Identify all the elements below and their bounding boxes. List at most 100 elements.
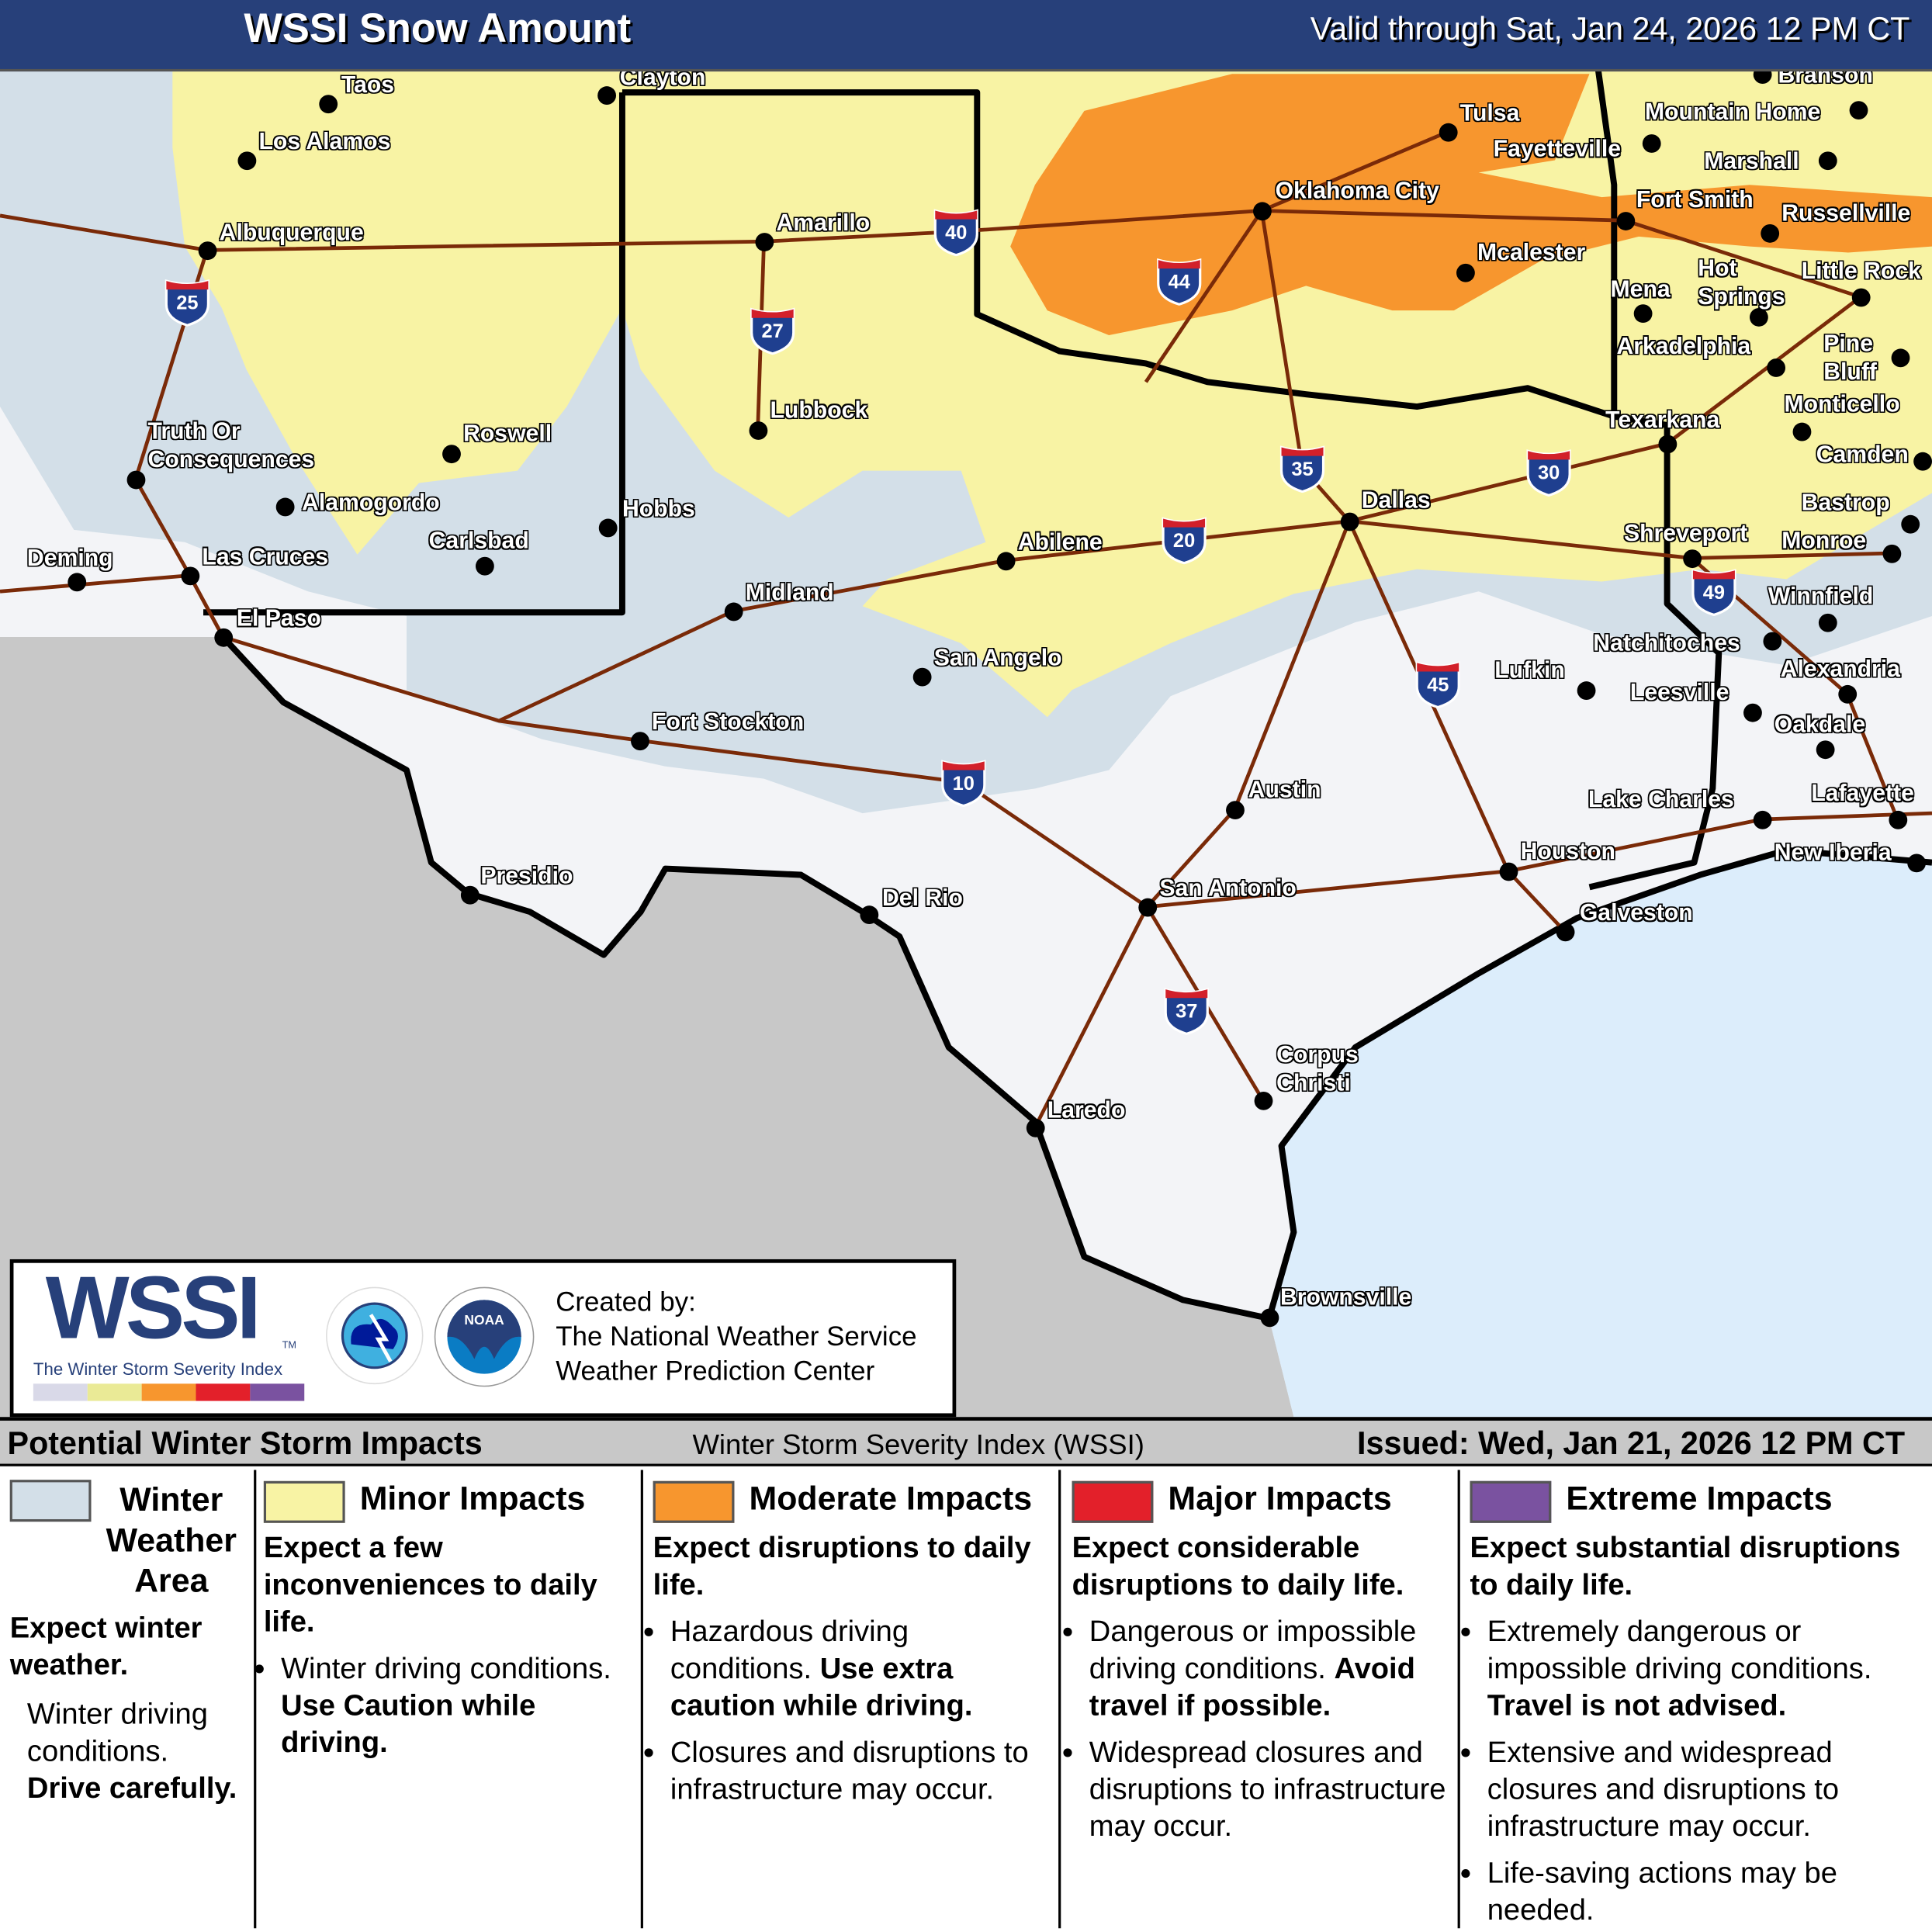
city-dot — [1658, 435, 1678, 454]
city-label: Los Alamos — [258, 129, 391, 156]
city-label: Mcalester — [1477, 240, 1586, 267]
city-label: New Iberia — [1774, 840, 1892, 867]
valid-time: Valid through Sat, Jan 24, 2026 12 PM CT — [1310, 9, 1910, 47]
city-label: Mena — [1610, 277, 1671, 303]
city-label: Albuquerque — [219, 220, 364, 247]
city-dot — [1889, 810, 1908, 829]
city-dot — [1851, 288, 1871, 307]
city-dot — [126, 470, 146, 490]
interstate-shield-icon: 27 — [748, 306, 798, 355]
city-dot — [1818, 151, 1837, 171]
interstate-shield-icon: 40 — [932, 207, 982, 257]
city-dot — [214, 628, 234, 647]
city-label: Camden — [1816, 442, 1909, 469]
state-borders — [203, 68, 1932, 1322]
map-title: WSSI Snow Amount — [244, 5, 632, 51]
city-dot — [1882, 544, 1902, 563]
moderate-impacts-area — [1010, 74, 1932, 335]
city-label: Taos — [341, 72, 395, 99]
city-label: Roswell — [463, 421, 552, 448]
wssi-logo: WSSI — [45, 1259, 261, 1358]
legend-minor: Minor Impacts Expect a few inconvenience… — [263, 1467, 636, 1932]
city-dot — [755, 233, 774, 251]
city-dot — [1749, 308, 1768, 327]
city-dot — [1226, 801, 1245, 820]
city-label: Lafayette — [1811, 781, 1914, 808]
interstate-shield-icon: 37 — [1162, 985, 1211, 1035]
legend-major: Major Impacts Expect considerable disrup… — [1072, 1467, 1456, 1932]
major-swatch — [1072, 1480, 1154, 1523]
city-label: San Antonio — [1159, 876, 1297, 902]
moderate-swatch — [653, 1480, 735, 1523]
legend-extreme: Extreme Impacts Expect substantial disru… — [1470, 1467, 1926, 1932]
city-dot — [1818, 613, 1837, 632]
city-dot — [1763, 632, 1782, 651]
city-label: Carlsbad — [428, 528, 529, 555]
city-dot — [1849, 101, 1868, 120]
city-dot — [996, 552, 1016, 571]
city-label: Amarillo — [776, 210, 871, 237]
legend-index-name: Winter Storm Severity Index (WSSI) — [692, 1428, 1144, 1460]
city-label: Laredo — [1047, 1097, 1126, 1124]
city-label: Abilene — [1017, 529, 1103, 556]
extreme-swatch — [1470, 1480, 1552, 1523]
city-label: Winnfield — [1768, 583, 1874, 611]
credit-text: Created by: The National Weather Service… — [556, 1286, 917, 1387]
title-bar: WSSI Snow Amount Valid through Sat, Jan … — [0, 0, 1932, 72]
impacts-legend: Potential Winter Storm Impacts Winter St… — [0, 1417, 1932, 1932]
legend-winter-weather: Winter Weather Area Expect winter weathe… — [9, 1480, 237, 1806]
city-dot — [275, 497, 295, 517]
city-label: Truth Or Consequences — [147, 418, 315, 473]
legend-moderate: Moderate Impacts Expect disruptions to d… — [653, 1467, 1055, 1932]
city-label: Shreveport — [1623, 521, 1748, 548]
city-dot — [181, 566, 200, 586]
interstate-shield-icon: 20 — [1159, 515, 1209, 565]
city-dot — [1616, 212, 1636, 230]
city-label: Las Cruces — [202, 544, 329, 571]
city-dot — [1138, 898, 1158, 917]
city-dot — [724, 602, 743, 621]
interstate-shield-icon: 44 — [1155, 256, 1204, 306]
city-label: Mountain Home — [1644, 99, 1821, 126]
winter-weather-swatch — [9, 1480, 92, 1522]
minor-swatch — [263, 1480, 345, 1523]
city-dot — [1439, 123, 1458, 142]
city-label: Houston — [1520, 839, 1615, 865]
city-dot — [1838, 684, 1858, 704]
city-label: Monroe — [1781, 528, 1867, 555]
city-dot — [1260, 1308, 1279, 1328]
city-dot — [597, 86, 617, 105]
city-label: Del Rio — [882, 885, 963, 912]
interstate-shield-icon: 30 — [1524, 447, 1574, 497]
city-dot — [460, 885, 480, 905]
interstate-shield-icon: 35 — [1278, 444, 1328, 493]
city-dot — [1253, 202, 1272, 221]
city-label: Oklahoma City — [1275, 178, 1439, 205]
city-dot — [1633, 304, 1653, 324]
city-label: Little Rock — [1801, 258, 1921, 285]
city-label: Texarkana — [1605, 407, 1720, 434]
city-dot — [1683, 549, 1702, 569]
city-dot — [1556, 923, 1575, 942]
city-label: Natchitoches — [1593, 631, 1740, 657]
city-label: Presidio — [480, 864, 573, 890]
city-label: Monticello — [1784, 391, 1900, 418]
city-label: Midland — [745, 580, 834, 607]
mexico — [0, 637, 1294, 1418]
city-label: Lufkin — [1494, 657, 1565, 684]
interstate-shield-icon: 10 — [939, 758, 989, 808]
city-label: Oakdale — [1774, 712, 1866, 739]
city-dot — [1907, 853, 1927, 873]
city-dot — [1767, 358, 1786, 377]
city-dot — [749, 421, 768, 440]
city-label: Austin — [1248, 777, 1321, 804]
noaa-logo-icon: NOAA — [434, 1286, 535, 1387]
city-dot — [598, 518, 618, 538]
city-dot — [1816, 740, 1835, 760]
interstate-shield-icon: 25 — [163, 277, 213, 327]
city-label: Corpus Christi — [1276, 1042, 1359, 1097]
city-dot — [319, 95, 338, 114]
city-label: Hot Springs — [1698, 256, 1785, 311]
city-label: Arkadelphia — [1616, 334, 1751, 360]
